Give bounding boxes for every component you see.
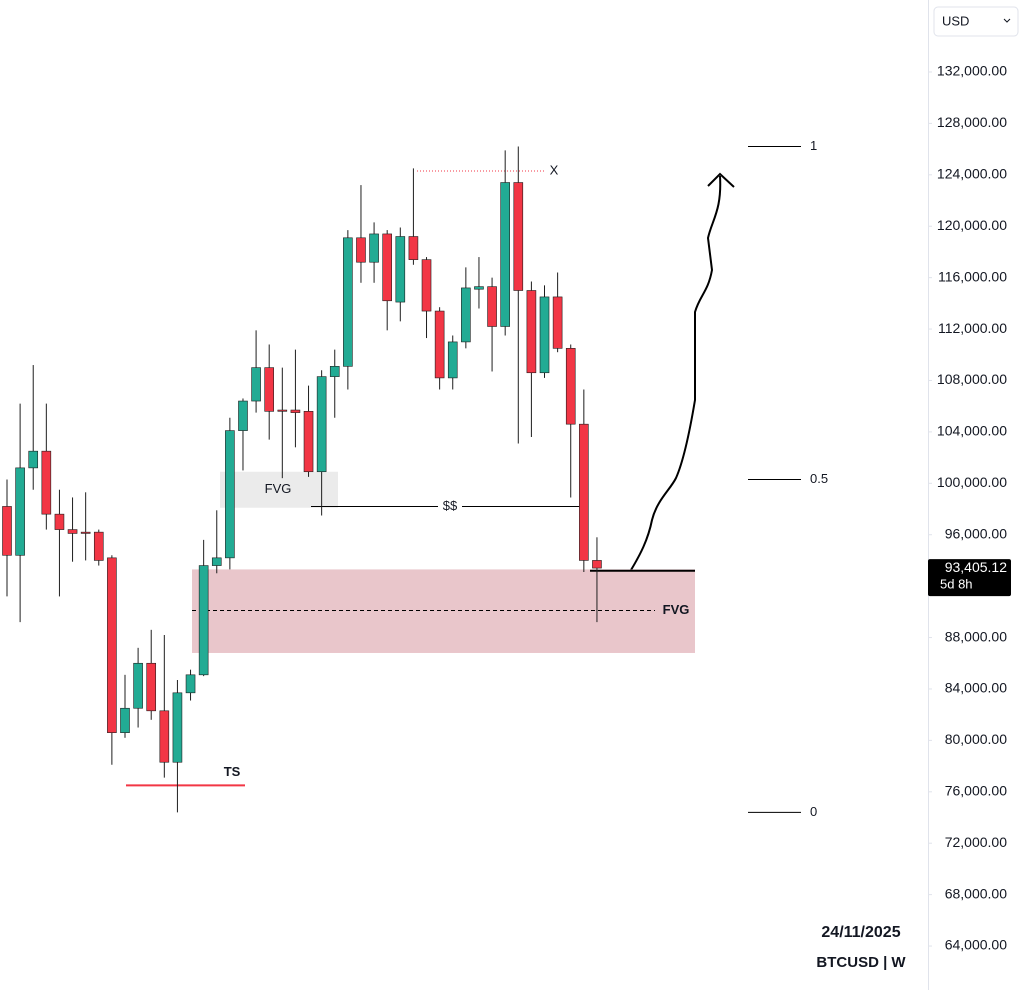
fvg-label: FVG <box>265 481 292 496</box>
candle-body <box>225 430 235 559</box>
candle-body <box>369 233 379 263</box>
candle-body <box>2 506 12 556</box>
y-tick-label: 104,000.00 <box>937 423 1007 439</box>
candle-body <box>28 450 39 469</box>
y-tick-label: 76,000.00 <box>945 782 1007 798</box>
candle-body <box>133 662 143 709</box>
candle-body <box>264 367 275 412</box>
candle-body <box>41 450 52 515</box>
liquidity-label: $$ <box>443 498 458 513</box>
candle-body <box>54 513 65 530</box>
candle-body <box>277 409 288 412</box>
candle-body <box>303 411 314 473</box>
fib-label: 0.5 <box>810 471 828 486</box>
y-tick-label: 84,000.00 <box>945 680 1007 696</box>
candle-body <box>80 531 91 534</box>
candle-body <box>487 286 497 327</box>
fvg-zone <box>192 569 695 653</box>
candle-body <box>146 662 157 712</box>
candle-body <box>290 409 301 413</box>
y-tick-label: 124,000.00 <box>937 166 1007 182</box>
y-tick-label: 108,000.00 <box>937 371 1007 387</box>
fib-label: 1 <box>810 138 817 153</box>
fib-label: 0 <box>810 804 817 819</box>
candle-body <box>474 286 484 290</box>
y-tick-label: 120,000.00 <box>937 217 1007 233</box>
candle-body <box>552 296 563 349</box>
candle-body <box>526 290 537 374</box>
candle-body <box>447 341 458 379</box>
countdown-label: 5d 8h <box>940 577 973 592</box>
y-tick-label: 128,000.00 <box>937 114 1007 130</box>
candle-body <box>343 237 353 367</box>
candle-body <box>461 287 471 343</box>
currency-dropdown[interactable] <box>933 6 1019 37</box>
y-tick-label: 96,000.00 <box>945 525 1007 541</box>
y-tick-label: 68,000.00 <box>945 885 1007 901</box>
fvg-zone <box>220 471 338 508</box>
last-price-label: 93,405.12 <box>945 559 1007 575</box>
dropdown-chevron <box>1003 18 1011 23</box>
candle-body <box>434 310 445 379</box>
y-tick-label: 100,000.00 <box>937 474 1007 490</box>
date-label: 24/11/2025 <box>821 924 900 941</box>
high-mark-label: X <box>550 162 559 177</box>
y-tick-label: 72,000.00 <box>945 834 1007 850</box>
candle-body <box>238 400 248 431</box>
symbol-label: BTCUSD | W <box>816 954 906 971</box>
candle-body <box>421 259 432 312</box>
candle-body <box>565 348 576 425</box>
candle-body <box>395 236 406 303</box>
candle-body <box>67 529 78 534</box>
candle-body <box>251 367 261 402</box>
y-tick-label: 112,000.00 <box>938 320 1007 336</box>
fvg-label: FVG <box>663 602 690 617</box>
candle-body <box>592 560 602 569</box>
projection-arrow <box>630 172 735 571</box>
candle-body <box>107 557 117 733</box>
candle-body <box>329 366 340 377</box>
currency-label: USD <box>942 13 969 28</box>
candle-body <box>513 182 524 291</box>
candle-body <box>172 692 183 763</box>
last-price-tag <box>928 559 1011 597</box>
low-mark-label: TS <box>224 764 241 779</box>
candle-body <box>15 467 25 556</box>
candle-body <box>198 565 209 676</box>
candle-body <box>539 296 550 374</box>
candle-body <box>408 236 419 260</box>
candle-body <box>382 233 392 302</box>
y-tick-label: 132,000.00 <box>937 63 1007 79</box>
candle-body <box>356 237 366 263</box>
candle-body <box>211 557 222 566</box>
candle-body <box>500 182 510 327</box>
candle-body <box>159 710 170 763</box>
candle-body <box>93 531 104 561</box>
y-tick-label: 80,000.00 <box>945 731 1007 747</box>
candle-body <box>579 423 589 561</box>
y-tick-label: 88,000.00 <box>945 628 1007 644</box>
candle-body <box>120 707 130 733</box>
y-tick-label: 116,000.00 <box>938 268 1007 284</box>
candle-body <box>185 674 196 694</box>
y-tick-label: 64,000.00 <box>945 937 1007 953</box>
candle-body <box>316 376 327 473</box>
